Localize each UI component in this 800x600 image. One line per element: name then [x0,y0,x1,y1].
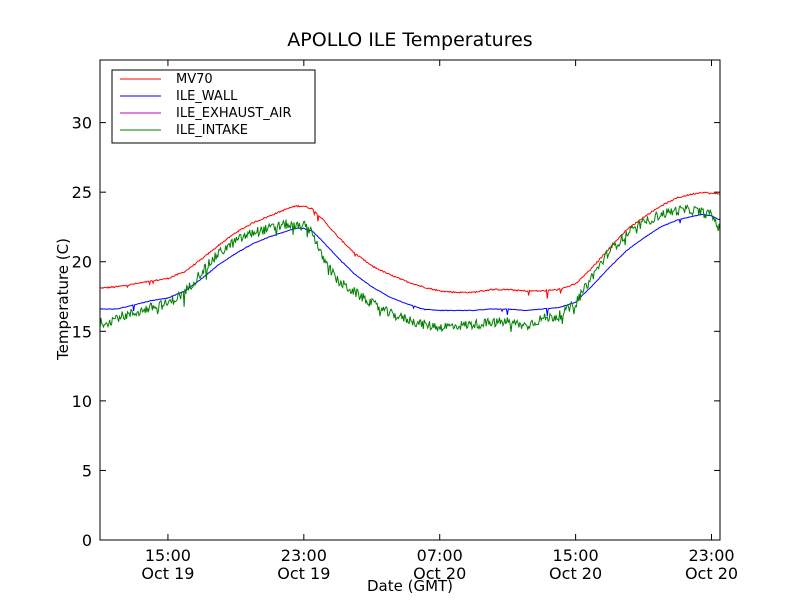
x-tick-date-label: Oct 20 [413,564,466,583]
series-layer [99,191,721,332]
x-tick-time-label: 15:00 [553,546,599,565]
x-tick-time-label: 23:00 [688,546,734,565]
legend-label-ile-wall: ILE_WALL [176,89,238,104]
legend-label-ile-intake: ILE_INTAKE [176,123,248,138]
y-tick-label: 15 [72,322,92,341]
series-line-ile-intake [99,204,721,332]
x-axis-title: Date (GMT) [367,577,453,595]
x-tick-time-label: 15:00 [145,546,191,565]
x-tick-time-label: 23:00 [281,546,327,565]
y-axis-title: Temperature (C) [54,238,72,361]
chart-title: APOLLO ILE Temperatures [287,29,532,51]
legend-box [111,69,316,144]
x-tick-date-label: Oct 20 [685,564,738,583]
legend: MV70 ILE_WALL ILE_EXHAUST_AIR ILE_INTAKE [111,69,316,144]
x-tick-date-label: Oct 19 [277,564,330,583]
y-tick-label: 0 [82,531,92,550]
y-tick-label: 30 [72,114,92,133]
legend-label-mv70: MV70 [176,72,213,87]
x-tick-time-label: 07:00 [417,546,463,565]
series-line-mv70 [99,191,721,299]
series-line-ile-wall [99,213,721,316]
plot-frame [99,59,721,541]
y-tick-label: 20 [72,253,92,272]
y-tick-label: 25 [72,183,92,202]
y-tick-label: 5 [82,461,92,480]
legend-label-ile-exhaust-air: ILE_EXHAUST_AIR [176,106,292,121]
x-tick-date-label: Oct 19 [141,564,194,583]
y-tick-label: 10 [72,392,92,411]
x-tick-date-label: Oct 20 [549,564,602,583]
